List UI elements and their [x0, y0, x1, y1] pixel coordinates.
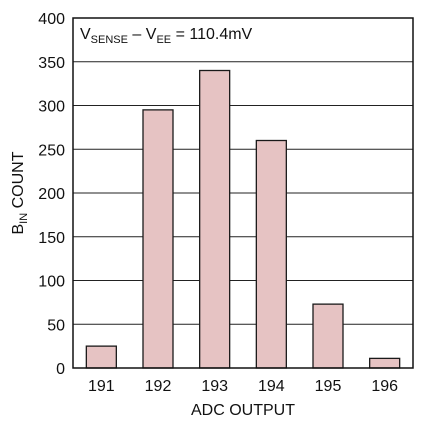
annotation-sense-subscript: SENSE	[91, 34, 128, 46]
x-tick-labels: 191 192 193 194 195 196	[88, 378, 398, 395]
annotation-minus-v: – V	[128, 26, 157, 43]
x-tick-label: 196	[371, 378, 398, 395]
y-tick-label: 100	[38, 274, 65, 291]
grid-lines	[73, 61, 413, 325]
y-tick-label: 300	[38, 99, 65, 116]
y-axis-title-subscript: IN	[18, 213, 30, 224]
y-tick-label: 250	[38, 142, 65, 159]
y-axis-title-main: B	[10, 224, 27, 235]
y-tick-labels: 0 50 100 150 200 250 300 350 400	[38, 11, 65, 378]
annotation-ee-subscript: EE	[156, 34, 171, 46]
bar-192	[142, 109, 174, 369]
annotation-equation: = 110.4mV	[171, 26, 252, 43]
x-tick-label: 192	[145, 378, 172, 395]
bar-196	[369, 357, 401, 369]
y-tick-label: 150	[38, 230, 65, 247]
x-tick-label: 194	[258, 378, 285, 395]
bar-191	[85, 345, 117, 369]
bar-194	[255, 139, 287, 369]
bar-193	[199, 69, 231, 369]
x-tick-label: 193	[201, 378, 228, 395]
plot-frame	[72, 17, 414, 369]
x-tick-label: 191	[88, 378, 115, 395]
annotation-label: VSENSE – VEE = 110.4mV	[80, 26, 253, 46]
bar-195	[312, 303, 344, 369]
y-tick-label: 350	[38, 55, 65, 72]
y-tick-label: 0	[56, 361, 65, 378]
y-axis-title: BIN COUNT	[10, 151, 30, 234]
y-axis-title-rest: COUNT	[10, 151, 27, 213]
y-tick-label: 400	[38, 11, 65, 28]
x-axis-title: ADC OUTPUT	[191, 402, 295, 419]
x-tick-label: 195	[315, 378, 342, 395]
annotation-v-sense: V	[80, 26, 91, 43]
y-tick-label: 50	[47, 317, 65, 334]
y-tick-label: 200	[38, 186, 65, 203]
bars	[85, 69, 401, 369]
